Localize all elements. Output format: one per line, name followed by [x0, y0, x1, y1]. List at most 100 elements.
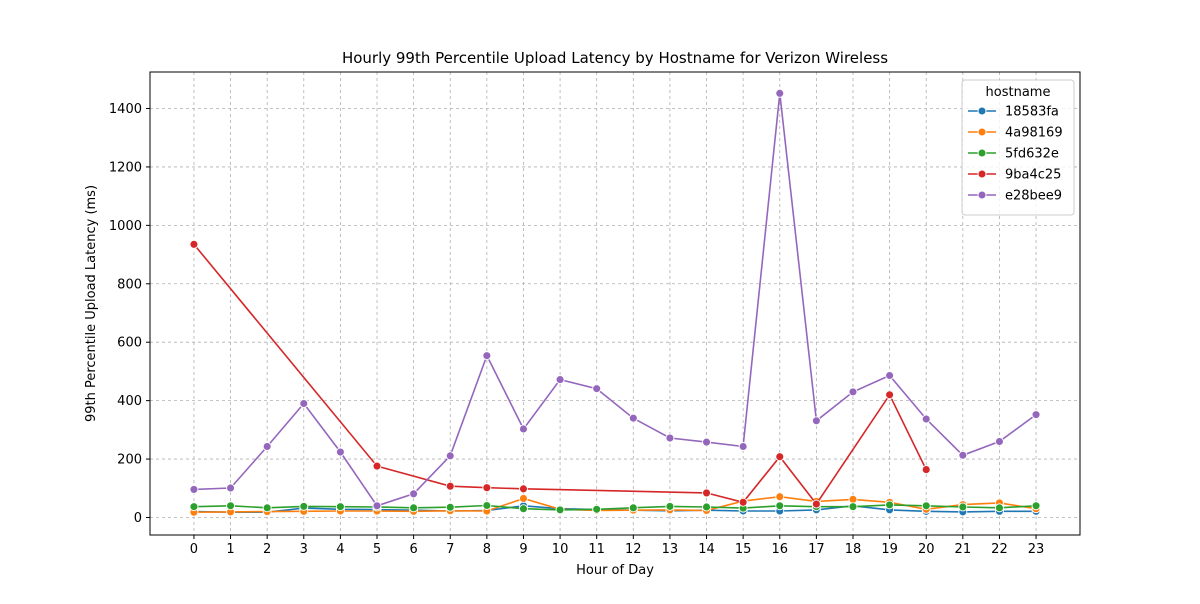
data-point [921, 414, 931, 424]
data-point [958, 502, 968, 512]
y-tick-label: 200 [117, 453, 142, 468]
x-tick-label: 17 [808, 542, 825, 557]
data-point [299, 399, 309, 408]
data-point [372, 501, 382, 511]
data-point [628, 413, 638, 423]
y-tick-label: 600 [117, 336, 142, 351]
legend-entries: 18583fa 4a98169 5fd632e 9ba4c25 e28bee9 [968, 105, 1063, 204]
legend-entry: 9ba4c25 [968, 168, 1061, 183]
data-point [811, 499, 821, 509]
axis-ticks: 0 1 2 3 4 5 6 7 8 9 10 11 12 13 14 15 16 17 18 19 20 21 22 2302… [109, 102, 1044, 557]
x-tick-label: 9 [519, 542, 527, 557]
x-tick-label: 18 [845, 542, 862, 557]
series-lines [189, 88, 1041, 517]
data-point [958, 450, 968, 460]
data-point [738, 442, 748, 451]
legend-box [961, 79, 1075, 216]
data-point [262, 442, 272, 451]
data-point [1031, 410, 1041, 420]
x-tick-label: 7 [446, 542, 454, 557]
legend-label: e28bee9 [1005, 189, 1062, 204]
x-tick-label: 0 [190, 542, 198, 557]
data-point [994, 437, 1004, 446]
data-point [628, 503, 638, 513]
data-point [665, 433, 675, 443]
series-line [193, 93, 1037, 507]
x-tick-label: 10 [552, 542, 569, 557]
data-point [409, 489, 419, 499]
data-point [1031, 501, 1041, 511]
data-point [592, 504, 602, 514]
y-tick-label: 0 [134, 511, 142, 526]
data-point [519, 494, 528, 503]
data-point [702, 488, 711, 498]
x-tick-label: 16 [771, 542, 788, 557]
data-point [555, 505, 565, 515]
data-point [519, 484, 528, 494]
data-point [702, 437, 711, 447]
data-point [482, 351, 492, 361]
series-e28bee9 [189, 88, 1041, 511]
data-point [445, 451, 455, 461]
data-point [409, 503, 419, 513]
x-axis-label: Hour of Day [576, 563, 654, 578]
x-tick-label: 8 [483, 542, 491, 557]
data-point [775, 492, 785, 502]
x-tick-label: 22 [991, 542, 1008, 557]
data-point [335, 502, 345, 512]
legend-title: hostname [986, 85, 1051, 100]
data-point [775, 452, 785, 462]
x-tick-label: 5 [373, 542, 381, 557]
y-tick-label: 400 [117, 394, 142, 409]
legend-entry: 5fd632e [968, 147, 1059, 162]
x-tick-label: 12 [625, 542, 642, 557]
y-axis-label: 99th Percentile Upload Latency (ms) [84, 185, 99, 422]
grid-lines [150, 72, 1080, 535]
series-line [193, 495, 1037, 513]
x-tick-label: 1 [226, 542, 234, 557]
y-tick-label: 1400 [109, 102, 142, 117]
data-point [189, 239, 199, 249]
legend-entry: 18583fa [968, 105, 1059, 120]
data-point [445, 481, 455, 491]
y-tick-label: 1000 [109, 219, 142, 234]
series-line [193, 504, 1037, 511]
legend-swatch-marker [977, 127, 987, 137]
legend-swatch-marker [977, 190, 987, 200]
legend-entry: 4a98169 [968, 126, 1063, 141]
data-point [848, 494, 858, 504]
data-point [775, 88, 785, 98]
data-point [921, 501, 931, 511]
x-tick-label: 14 [698, 542, 715, 557]
data-point [885, 390, 895, 400]
data-point [665, 501, 675, 511]
series-5fd632e [189, 500, 1041, 515]
data-point [262, 503, 272, 513]
x-tick-label: 23 [1028, 542, 1045, 557]
data-point [519, 424, 528, 434]
chart-title: Hourly 99th Percentile Upload Latency by… [342, 49, 888, 67]
data-point [189, 502, 199, 512]
y-tick-label: 1200 [109, 160, 142, 175]
legend-swatch-marker [977, 148, 987, 158]
data-point [994, 503, 1004, 513]
y-tick-label: 800 [117, 277, 142, 292]
data-point [775, 501, 785, 511]
data-point [372, 461, 382, 471]
data-point [445, 502, 455, 512]
data-point [885, 371, 895, 380]
data-point [519, 504, 528, 514]
legend-label: 4a98169 [1005, 126, 1063, 141]
series-4a98169 [189, 492, 1041, 517]
x-tick-label: 4 [336, 542, 344, 557]
x-tick-label: 20 [918, 542, 935, 557]
x-tick-label: 15 [735, 542, 752, 557]
legend-label: 9ba4c25 [1005, 168, 1061, 183]
x-tick-label: 21 [955, 542, 972, 557]
legend-swatch-marker [977, 169, 987, 179]
data-point [921, 465, 931, 475]
data-point [885, 500, 895, 510]
series-9ba4c25 [189, 239, 931, 509]
x-tick-label: 13 [662, 542, 679, 557]
